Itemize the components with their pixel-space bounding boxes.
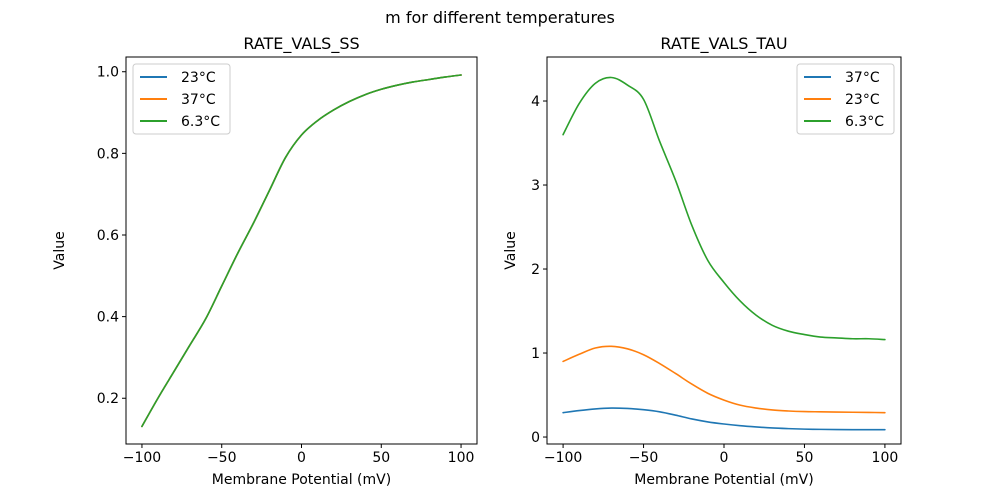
x-tick-label: −100: [123, 450, 161, 466]
x-tick-label: 50: [796, 450, 814, 466]
y-tick-label: 4: [531, 94, 540, 110]
y-tick-label: 0.6: [97, 228, 119, 244]
figure-suptitle: m for different temperatures: [385, 8, 615, 27]
y-tick-label: 2: [531, 262, 540, 278]
axes-title: RATE_VALS_TAU: [660, 34, 787, 54]
legend-label: 6.3°C: [845, 114, 884, 130]
x-tick-label: −100: [544, 450, 582, 466]
legend-box: [132, 63, 231, 135]
series-line-6.3°C: [141, 74, 462, 428]
series-line-6.3°C: [562, 76, 886, 341]
x-tick-label: 100: [872, 450, 899, 466]
y-axis-label: Value: [52, 231, 68, 269]
legend-label: 37°C: [845, 70, 880, 86]
x-tick-label: 50: [372, 450, 390, 466]
subplot-rate_vals_tau: −100 −50 0 50 100 0 1 2 3 4 RATE_VALS_TAU Membrane …: [503, 34, 902, 488]
x-tick-label: −50: [207, 450, 237, 466]
legend: 23°C 37°C 6.3°C: [132, 63, 231, 135]
x-tick-label: −50: [629, 450, 659, 466]
y-axis-label: Value: [503, 231, 519, 269]
legend-label: 6.3°C: [181, 114, 220, 130]
legend-label: 23°C: [845, 92, 880, 108]
series-line-23°C: [562, 345, 886, 414]
y-tick-label: 1: [531, 346, 540, 362]
x-tick-label: 0: [297, 450, 306, 466]
series-line-37°C: [562, 407, 886, 431]
axes-title: RATE_VALS_SS: [243, 34, 359, 54]
x-tick-label: 0: [720, 450, 729, 466]
y-tick-label: 0.8: [97, 146, 119, 162]
x-axis-label: Membrane Potential (mV): [212, 472, 391, 488]
y-tick-label: 3: [531, 178, 540, 194]
legend-label: 23°C: [181, 70, 216, 86]
legend: 37°C 23°C 6.3°C: [796, 63, 895, 135]
subplot-rate_vals_ss: −100 −50 0 50 100 0.2 0.4 0.6 0.8 1.0 RATE_VALS_SS…: [52, 34, 478, 488]
y-tick-label: 0: [531, 430, 540, 446]
x-axis-label: Membrane Potential (mV): [634, 472, 813, 488]
x-tick-label: 100: [448, 450, 475, 466]
y-tick-label: 0.2: [97, 391, 119, 407]
legend-label: 37°C: [181, 92, 216, 108]
y-tick-label: 1.0: [97, 65, 119, 81]
y-tick-label: 0.4: [97, 310, 119, 326]
legend-box: [796, 63, 895, 135]
